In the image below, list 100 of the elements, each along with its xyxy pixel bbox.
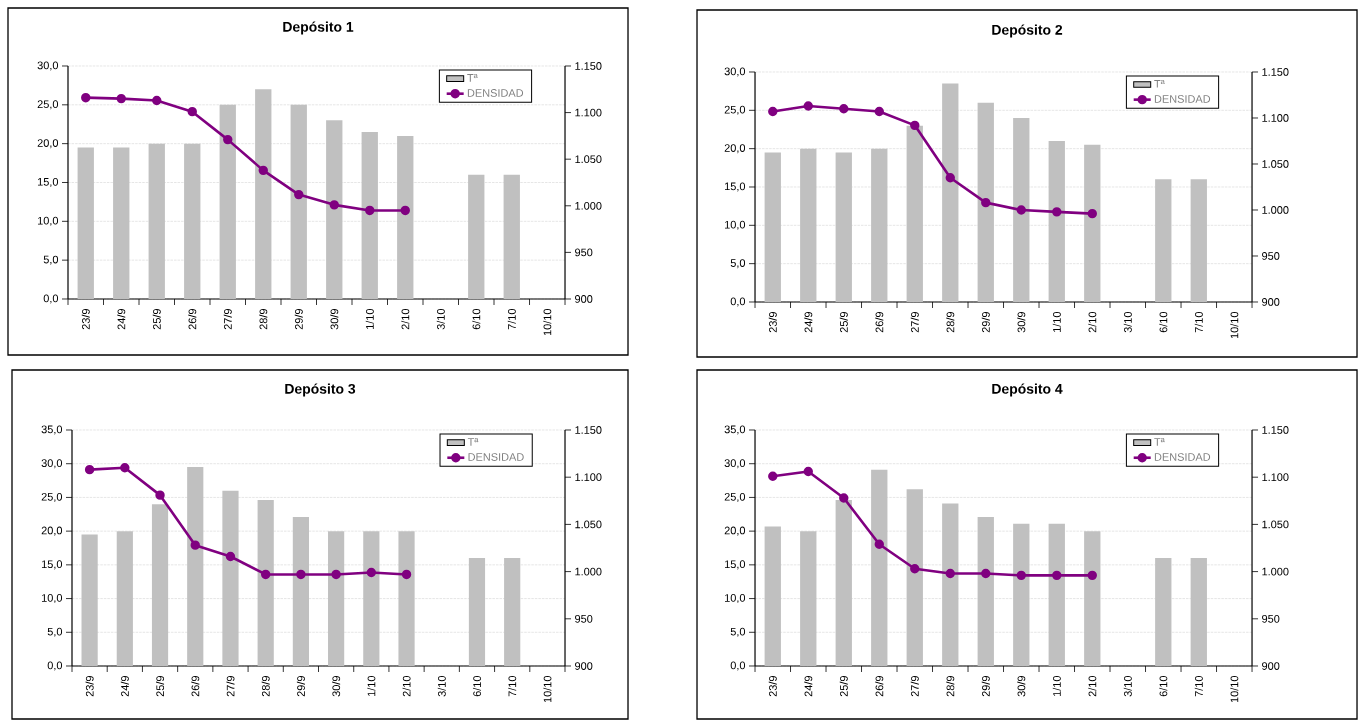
point (981, 197, 991, 208)
x-tick-label: 3/10 (1123, 675, 1132, 697)
point (874, 539, 884, 549)
y-tick-label: 15,0 (41, 560, 63, 570)
chart-title: Depósito 2 (992, 24, 1063, 38)
x-tick-label: 10/10 (1230, 675, 1239, 703)
bar (906, 489, 923, 666)
x-tick-label: 26/9 (875, 676, 884, 697)
y-tick-label: 15,0 (37, 177, 59, 188)
x-tick-label: 29/9 (294, 309, 303, 330)
y-tick-label: 20,0 (41, 526, 63, 536)
y-tick-label: 10,0 (725, 594, 746, 604)
bar (397, 135, 414, 299)
bar (942, 83, 959, 302)
point (981, 568, 991, 579)
point (258, 165, 268, 176)
x-tick-label: 3/10 (436, 308, 445, 330)
y-tick-label: 15,0 (725, 182, 746, 192)
legend-label: Tª (1154, 438, 1165, 446)
point (155, 490, 165, 500)
x-tick-label: 2/10 (401, 308, 410, 330)
x-tick-label: 26/9 (191, 676, 200, 697)
y-tick-label: 25,0 (724, 492, 746, 502)
x-tick-label: 10/10 (543, 675, 552, 703)
x-tick-label: 25/9 (839, 676, 848, 697)
x-tick-label: 29/9 (296, 676, 305, 697)
point (225, 551, 236, 562)
legend-label: DENSIDAD (468, 453, 524, 461)
y2-tick-label: 1.100 (1262, 114, 1289, 122)
y2-tick-label: 1.150 (1262, 68, 1289, 76)
legend-label: DENSIDAD (1154, 95, 1211, 103)
x-tick-label: 23/9 (81, 309, 90, 330)
point (81, 92, 91, 103)
y2-tick-label: 950 (575, 614, 593, 623)
y-tick-label: 35,0 (724, 425, 746, 435)
y-tick-label: 5,0 (730, 627, 746, 637)
point (116, 93, 126, 104)
y-tick-label: 25,0 (37, 100, 59, 110)
y2-tick-label: 950 (575, 248, 593, 257)
bar (1155, 179, 1172, 302)
point (400, 205, 410, 216)
point (803, 101, 813, 111)
x-tick-label: 25/9 (839, 312, 848, 333)
x-tick-label: 2/10 (1088, 675, 1097, 697)
y2-tick-label: 1.050 (1262, 520, 1289, 529)
y-tick-label: 30,0 (37, 61, 59, 71)
point (839, 493, 849, 503)
x-tick-label: 1/10 (365, 308, 374, 330)
point (1087, 208, 1097, 219)
y2-tick-label: 1.050 (575, 520, 602, 529)
point (910, 564, 920, 574)
point (768, 106, 778, 117)
bar (1155, 558, 1172, 666)
point (910, 120, 920, 131)
point (329, 200, 339, 210)
x-tick-label: 7/10 (1194, 311, 1203, 333)
y-tick-label: 0,0 (730, 661, 746, 671)
point (84, 464, 95, 475)
point (190, 540, 200, 550)
point (365, 205, 375, 216)
point (1052, 207, 1062, 217)
y2-tick-label: 950 (1262, 614, 1280, 623)
y-tick-label: 5,0 (730, 259, 746, 269)
x-tick-label: 24/9 (804, 676, 813, 697)
point (768, 471, 778, 481)
x-tick-label: 6/10 (1159, 675, 1168, 697)
chart-title: Depósito 1 (283, 21, 354, 35)
point (120, 463, 130, 473)
x-tick-label: 1/10 (1052, 311, 1061, 333)
x-tick-label: 2/10 (402, 675, 411, 697)
point (1016, 205, 1026, 215)
y-tick-label: 15,0 (725, 560, 746, 570)
legend-label: Tª (467, 73, 478, 82)
x-tick-label: 7/10 (1194, 675, 1203, 697)
point (223, 134, 233, 145)
x-tick-label: 3/10 (1123, 311, 1132, 333)
x-tick-label: 26/9 (188, 309, 197, 330)
y-tick-label: 20,0 (37, 139, 59, 149)
y-tick-label: 0,0 (47, 661, 63, 671)
x-tick-label: 29/9 (981, 676, 990, 697)
point (366, 567, 377, 578)
y2-tick-label: 1.100 (575, 108, 602, 117)
x-tick-label: 7/10 (508, 675, 517, 697)
y-tick-label: 0,0 (43, 294, 59, 304)
x-tick-label: 7/10 (507, 308, 516, 330)
x-tick-label: 3/10 (437, 675, 446, 697)
y-tick-label: 5,0 (47, 627, 63, 637)
x-tick-label: 2/10 (1088, 311, 1097, 333)
point (945, 568, 955, 579)
point (839, 104, 849, 114)
bar (361, 132, 378, 299)
x-tick-label: 28/9 (946, 676, 955, 697)
x-tick-label: 6/10 (1159, 311, 1168, 333)
point (331, 569, 341, 580)
x-tick-label: 10/10 (543, 308, 552, 336)
bar (906, 125, 923, 302)
legend-label: DENSIDAD (467, 89, 524, 97)
bar (468, 174, 485, 299)
point (945, 173, 955, 183)
legend-label: DENSIDAD (1154, 453, 1211, 461)
